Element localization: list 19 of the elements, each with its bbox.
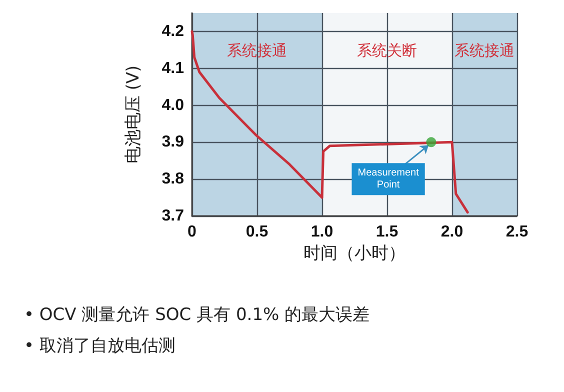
x-axis-title: 时间（小时） <box>304 243 406 264</box>
x-tick-label: 2.0 <box>440 224 464 240</box>
y-tick-label: 4.1 <box>162 60 184 77</box>
text: • OCV 测量允许 SOC 具有 0.1% 的最大误差 <box>24 304 371 327</box>
x-tick-label: 1.5 <box>376 224 398 240</box>
x-tick-label: 2.5 <box>506 224 528 240</box>
y-tick-label: 4.0 <box>162 96 184 114</box>
y-tick-label: 3.7 <box>162 208 184 224</box>
band-label: 系统接通 <box>454 42 514 60</box>
y-tick-label: 4.2 <box>162 22 184 40</box>
x-tick-label: 0.5 <box>246 224 268 240</box>
y-axis-title: 电池电压 (V) <box>124 65 144 164</box>
x-tick-label: 1.0 <box>310 224 334 240</box>
y-tick-label: 3.8 <box>162 170 184 188</box>
x-tick-label: 0 <box>188 224 197 240</box>
text: • 取消了自放电估测 <box>24 335 176 358</box>
y-tick-label: 3.9 <box>162 134 184 151</box>
line-series <box>190 30 469 214</box>
annotation: Measurement Point <box>358 168 420 191</box>
